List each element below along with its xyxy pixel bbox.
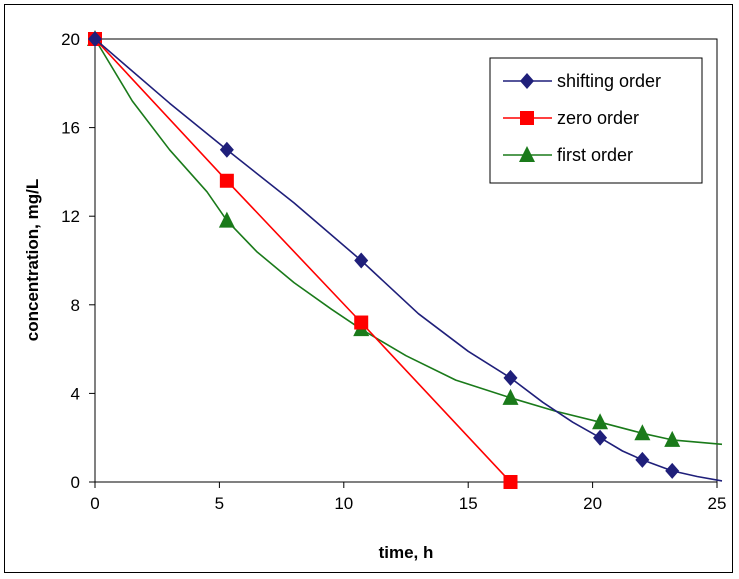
x-tick-label: 10 — [334, 494, 353, 513]
y-axis-title: concentration, mg/L — [23, 179, 42, 341]
y-tick-label: 12 — [61, 207, 80, 226]
data-point-shifting-order — [665, 462, 680, 479]
x-tick-label: 25 — [708, 494, 727, 513]
y-tick-label: 8 — [71, 296, 80, 315]
y-tick-label: 20 — [61, 30, 80, 49]
x-tick-label: 15 — [459, 494, 478, 513]
data-point-shifting-order — [635, 451, 650, 468]
series-layer — [87, 30, 723, 489]
data-point-zero-order — [503, 475, 518, 489]
y-tick-label: 0 — [71, 473, 80, 492]
y-tick-label: 4 — [71, 384, 80, 403]
data-point-shifting-order — [219, 141, 234, 158]
x-tick-label: 20 — [583, 494, 602, 513]
legend: shifting order zero order first order — [489, 57, 703, 184]
data-point-first-order — [592, 413, 609, 430]
y-tick-label: 16 — [61, 119, 80, 138]
series-line-zero-order — [95, 38, 512, 483]
data-point-shifting-order — [354, 252, 369, 269]
legend-label-zero-order: zero order — [557, 108, 639, 128]
legend-label-shifting-order: shifting order — [557, 71, 661, 91]
data-point-first-order — [218, 211, 235, 228]
axis-ticks: 0 5 10 15 20 25 0 4 8 12 16 20 — [61, 30, 726, 513]
data-point-shifting-order — [88, 31, 102, 47]
legend-marker-zero-order — [520, 111, 534, 125]
data-point-first-order — [664, 430, 681, 447]
data-point-zero-order — [219, 173, 234, 188]
data-point-zero-order — [354, 315, 369, 330]
series-shifting-order — [88, 31, 723, 482]
legend-marker-first-order — [519, 146, 535, 162]
x-tick-label: 5 — [215, 494, 224, 513]
data-point-first-order — [634, 424, 651, 441]
legend-marker-shifting-order — [520, 73, 534, 89]
series-zero-order — [88, 32, 518, 489]
x-axis-title: time, h — [379, 543, 434, 562]
data-point-first-order — [502, 388, 519, 405]
x-tick-label: 0 — [90, 494, 99, 513]
data-point-shifting-order — [503, 369, 518, 386]
series-line-shifting-order — [95, 38, 723, 482]
legend-label-first-order: first order — [557, 145, 633, 165]
data-point-shifting-order — [593, 429, 608, 446]
